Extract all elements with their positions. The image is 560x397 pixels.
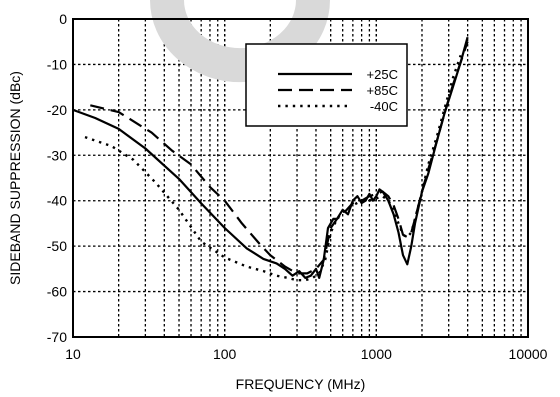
- x-tick-label: 100: [213, 346, 237, 362]
- plot-frame: [72, 18, 529, 338]
- watermark-arc: [150, 0, 330, 83]
- x-tick-label: 10: [65, 346, 81, 362]
- y-tick-label: -30: [47, 147, 67, 163]
- watermark: [150, 0, 330, 83]
- series-line: [72, 36, 469, 279]
- y-tick-label: -70: [47, 329, 67, 345]
- legend-label: +85C: [367, 83, 398, 98]
- x-tick-label: 1000: [361, 346, 392, 362]
- y-tick-label: -50: [47, 238, 67, 254]
- legend-label: -40C: [370, 99, 398, 114]
- legend: +25C+85C-40C: [245, 43, 408, 127]
- y-axis-label: SIDEBAND SUPPRESSION (dBc): [7, 71, 23, 285]
- legend-label: +25C: [367, 67, 398, 82]
- y-tick-label: -10: [47, 56, 67, 72]
- y-tick-label: -60: [47, 284, 67, 300]
- y-tick-label: -40: [47, 193, 67, 209]
- x-axis-label: FREQUENCY (MHz): [236, 376, 366, 392]
- x-tick-labels: 10 100 1000 10000: [65, 346, 547, 362]
- legend-items: +25C+85C-40C: [278, 67, 398, 114]
- series-line: [84, 54, 462, 282]
- y-tick-label: 0: [59, 11, 67, 27]
- y-tick-labels: 0 -10 -20 -30 -40 -50 -60 -70: [47, 11, 67, 345]
- series-lines: [72, 36, 469, 282]
- legend-box: [245, 43, 408, 127]
- grid: [73, 19, 528, 337]
- y-tick-label: -20: [47, 102, 67, 118]
- x-tick-label: 10000: [509, 346, 548, 362]
